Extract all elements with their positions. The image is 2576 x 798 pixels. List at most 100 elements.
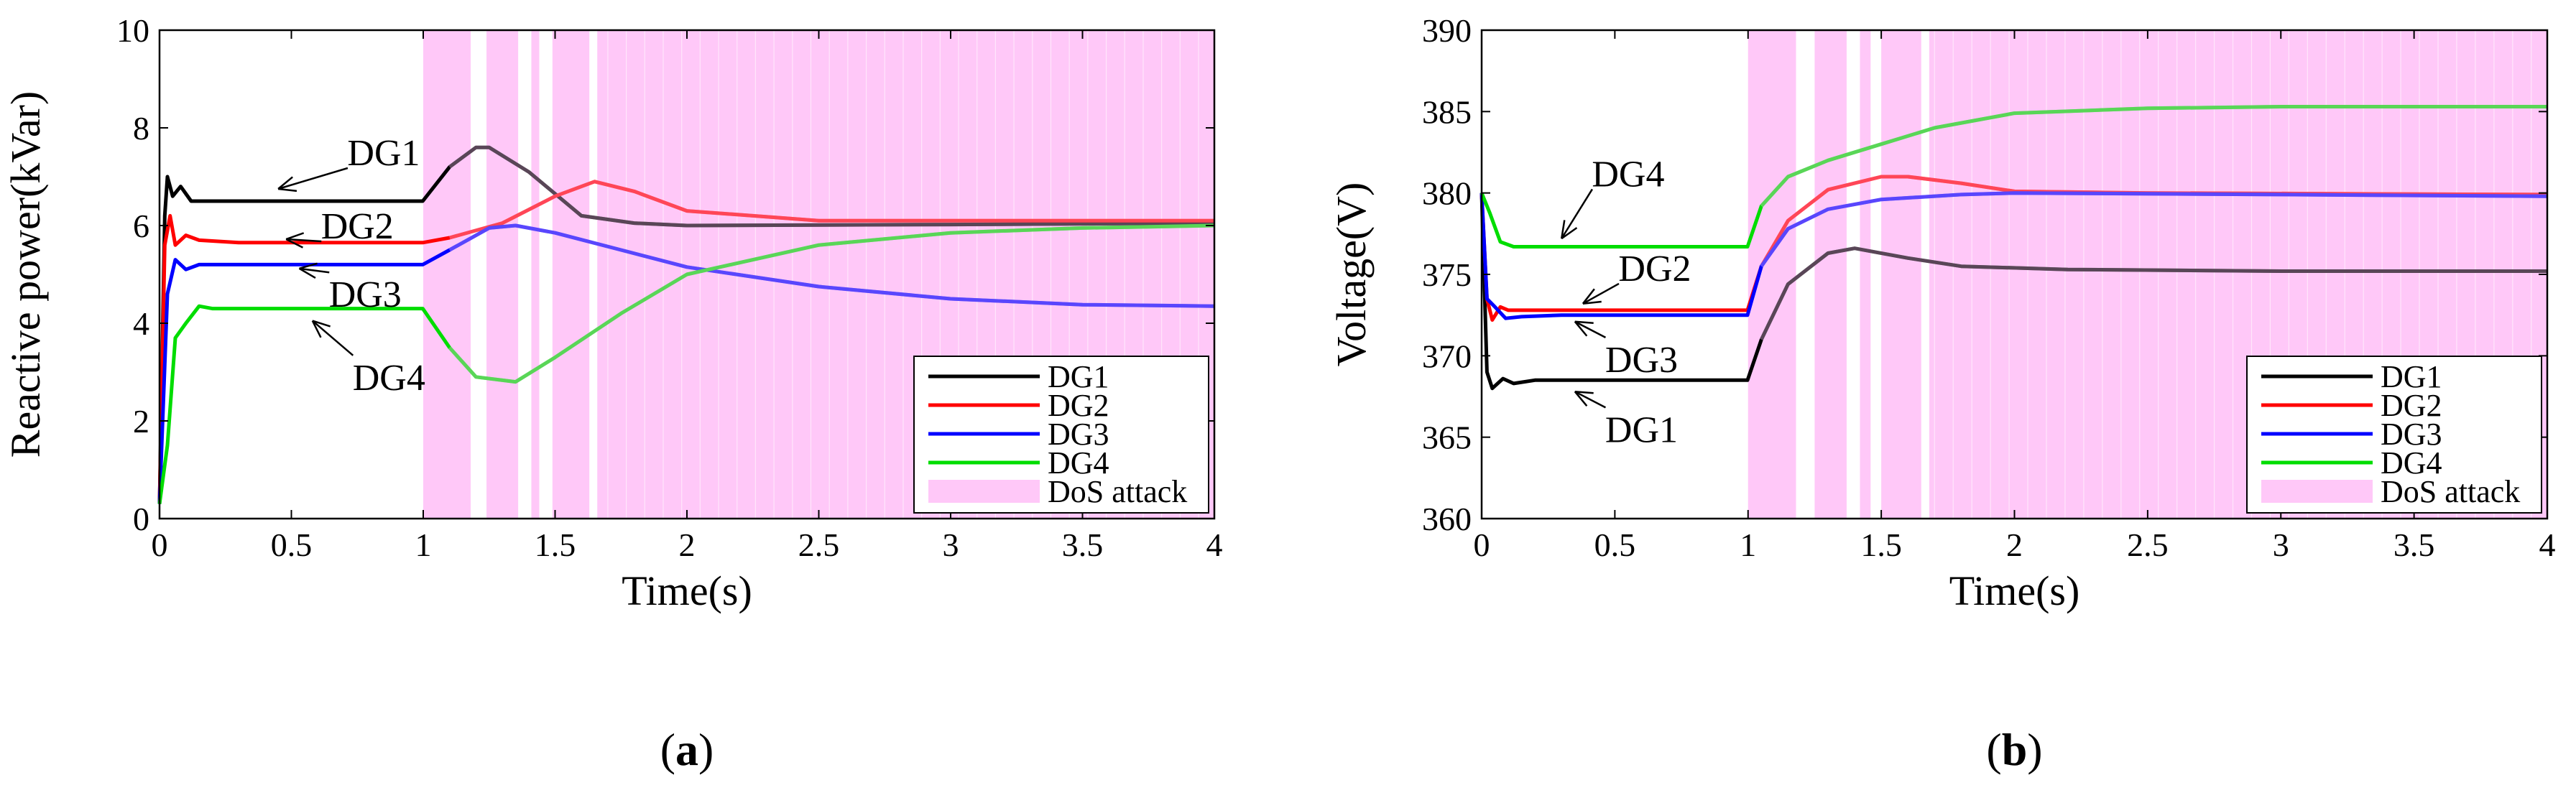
chart-a-y-tick-label: 0: [133, 501, 149, 537]
chart-b-y-tick-label: 370: [1422, 338, 1472, 374]
chart-b-y-tick-label: 365: [1422, 419, 1472, 456]
chart-b-x-tick-label: 1: [1740, 526, 1756, 563]
chart-b-series-dg1: [1479, 192, 2547, 391]
chart-b-panel-label-close: ): [2027, 724, 2042, 775]
chart-a-series-dg1: [157, 145, 1215, 504]
chart-a-legend-label: DG3: [1048, 417, 1109, 452]
chart-a-x-tick-label: 0: [152, 526, 168, 563]
chart-b-x-axis-label: Time(s): [1949, 567, 2080, 614]
chart-a-dos-interval: [423, 30, 471, 519]
chart-a-y-tick-label: 6: [133, 208, 149, 244]
chart-b-x-tick-label: 0: [1474, 526, 1490, 563]
chart-a-x-tick-label: 1: [415, 526, 432, 563]
chart-a-legend-label: DG2: [1048, 388, 1109, 423]
chart-a-panel-label: (a): [660, 724, 714, 775]
chart-b-series-dg3: [1479, 191, 2548, 320]
chart-a-x-tick-label: 3: [943, 526, 959, 563]
chart-b-series-dg3-attack-overlay: [1760, 191, 2548, 268]
chart-b-annotation-dg1: DG1: [1605, 409, 1678, 450]
chart-a-x-tick-label: 2.5: [798, 526, 840, 563]
chart-a-series-dg3-attack-overlay: [448, 223, 1215, 308]
chart-b-x-tick-label: 3.5: [2393, 526, 2435, 563]
chart-b-legend-swatch-dos: [2261, 480, 2373, 503]
chart-b-y-tick-label: 385: [1422, 93, 1472, 130]
chart-b-panel-label-letter: b: [2002, 724, 2028, 775]
chart-a-annotation-arrow-line: [299, 267, 330, 274]
chart-a-series-dg4: [157, 223, 1215, 504]
chart-b-annotation-arrow-line: [1574, 320, 1607, 338]
chart-a-annotation-arrow-head: [311, 320, 331, 338]
chart-a-legend-swatch-dos: [928, 480, 1040, 503]
chart-b-annotation-dg2: DG2: [1618, 249, 1691, 289]
chart-a-x-tick-label: 3.5: [1062, 526, 1104, 563]
chart-b-y-axis-label: Voltage(V): [1328, 182, 1375, 367]
chart-a-y-axis-label: Reactive power(kVar): [2, 91, 49, 458]
chart-b-annotation-arrow-head: [1582, 288, 1602, 305]
chart-b-annotation-arrow-head: [1574, 390, 1594, 407]
chart-a-reactive-power: 0 0.5 1 1.5 2 2.5 3 3.5 4 0 2 4 6 8 10 Time(s) Reactive …: [2, 12, 1223, 775]
chart-a-annotation-arrow-line: [277, 167, 348, 190]
chart-b-annotation-arrow-line: [1574, 391, 1607, 409]
chart-a-y-tick-label: 10: [116, 12, 149, 49]
chart-b-annotation-dg4: DG4: [1592, 154, 1664, 195]
chart-b-dos-interval: [1881, 30, 1921, 519]
chart-b-legend-label: DG3: [2381, 417, 2442, 452]
chart-b-annotation-arrow-head: [1560, 220, 1578, 240]
chart-a-series-dg4-attack-overlay: [448, 223, 1215, 384]
chart-a-annotation-dg4: DG4: [353, 358, 425, 399]
chart-b-series-dg1-attack-overlay: [1760, 246, 2547, 340]
chart-b-legend-label: DG2: [2381, 388, 2442, 423]
chart-a-dos-interval: [552, 30, 590, 519]
chart-b-legend-label: DG4: [2381, 445, 2442, 481]
chart-b-x-tick-label: 2: [2006, 526, 2023, 563]
chart-b-annotation-dg3: DG3: [1605, 340, 1678, 381]
chart-b-x-tick-label: 4: [2539, 526, 2556, 563]
chart-a-dos-interval: [486, 30, 519, 519]
chart-a-annotation-dg3: DG3: [329, 274, 402, 315]
chart-b-series-dg2: [1479, 175, 2548, 322]
chart-b-annotation-arrow-line: [1582, 282, 1620, 305]
chart-b-dos-interval: [1814, 30, 1847, 519]
chart-a-annotation-arrow-line: [286, 238, 322, 243]
chart-b-voltage: 0 0.5 1 1.5 2 2.5 3 3.5 4 360 365 370 375 380 385 390 Ti…: [1328, 12, 2556, 775]
chart-b-y-tick-label: 375: [1422, 256, 1472, 293]
chart-a-annotation-dg2: DG2: [321, 206, 394, 247]
chart-a-annotation-arrow-line: [312, 320, 354, 356]
chart-a-annotation-arrow-head: [298, 262, 318, 279]
chart-b-legend-label: DG1: [2381, 359, 2442, 394]
chart-a-panel-label-open: (: [660, 724, 675, 775]
chart-b-x-tick-label: 1.5: [1860, 526, 1902, 563]
chart-a-x-tick-label: 0.5: [271, 526, 313, 563]
chart-b-y-tick-label: 390: [1422, 12, 1472, 49]
chart-b-dos-interval: [1860, 30, 1871, 519]
chart-b-panel-label-open: (: [1986, 724, 2001, 775]
chart-a-series-dg3: [157, 223, 1215, 504]
chart-a-annotation-arrow-head: [277, 176, 297, 192]
chart-b-legend-label: DoS attack: [2381, 474, 2520, 509]
chart-a-dos-interval: [531, 30, 540, 519]
chart-a-series-dg2: [157, 180, 1214, 504]
chart-a-y-tick-label: 8: [133, 110, 149, 147]
chart-a-annotation-arrow-head: [285, 232, 305, 249]
chart-a-x-tick-label: 4: [1206, 526, 1223, 563]
chart-b-annotation-arrow-line: [1561, 188, 1593, 239]
chart-b-x-tick-label: 2.5: [2127, 526, 2169, 563]
chart-b-x-tick-label: 3: [2273, 526, 2289, 563]
chart-a-legend-label: DG4: [1048, 445, 1109, 481]
chart-a-x-tick-label: 1.5: [535, 526, 576, 563]
chart-a-panel-label-close: ): [698, 724, 714, 775]
chart-b-y-tick-label: 360: [1422, 501, 1472, 537]
chart-a-series-dg2-attack-overlay: [449, 180, 1214, 240]
chart-a-x-tick-label: 2: [679, 526, 696, 563]
chart-b-x-tick-label: 0.5: [1594, 526, 1636, 563]
chart-a-y-tick-label: 4: [133, 305, 149, 342]
chart-b-y-tick-label: 380: [1422, 175, 1472, 212]
chart-b-series-dg4: [1479, 105, 2547, 249]
chart-a-x-axis-label: Time(s): [622, 567, 752, 614]
chart-a-panel-label-letter: a: [675, 724, 698, 775]
chart-a-y-tick-label: 2: [133, 403, 149, 440]
chart-b-dos-interval: [1748, 30, 1796, 519]
chart-a-legend-label: DG1: [1048, 359, 1109, 394]
